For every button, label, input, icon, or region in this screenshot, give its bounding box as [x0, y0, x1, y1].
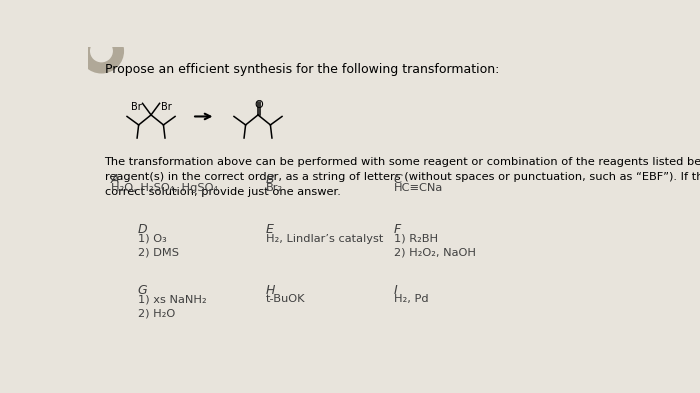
Text: Br: Br [161, 102, 172, 112]
Text: A: A [111, 173, 119, 185]
Text: Br: Br [131, 102, 141, 112]
Text: H₂, Pd: H₂, Pd [393, 294, 428, 304]
Text: B: B [266, 173, 274, 185]
Text: HC≡CNa: HC≡CNa [393, 183, 443, 193]
Text: Br₂: Br₂ [266, 183, 283, 193]
Text: 1) R₂BH
2) H₂O₂, NaOH: 1) R₂BH 2) H₂O₂, NaOH [393, 233, 475, 257]
Text: H₂O, H₂SO₄, HgSO₄: H₂O, H₂SO₄, HgSO₄ [111, 183, 218, 193]
Text: 1) O₃
2) DMS: 1) O₃ 2) DMS [138, 233, 179, 257]
Text: E: E [266, 223, 274, 236]
Text: O: O [254, 100, 263, 110]
Text: C: C [393, 173, 402, 185]
Text: 1) xs NaNH₂
2) H₂O: 1) xs NaNH₂ 2) H₂O [138, 294, 206, 318]
Text: H: H [266, 284, 275, 297]
Text: Propose an efficient synthesis for the following transformation:: Propose an efficient synthesis for the f… [104, 62, 499, 75]
Text: H₂, Lindlar’s catalyst: H₂, Lindlar’s catalyst [266, 233, 383, 244]
Text: G: G [138, 284, 148, 297]
Text: F: F [393, 223, 401, 236]
Text: The transformation above can be performed with some reagent or combination of th: The transformation above can be performe… [104, 157, 700, 197]
Text: D: D [138, 223, 148, 236]
Text: I: I [393, 284, 398, 297]
Text: t-BuOK: t-BuOK [266, 294, 305, 304]
